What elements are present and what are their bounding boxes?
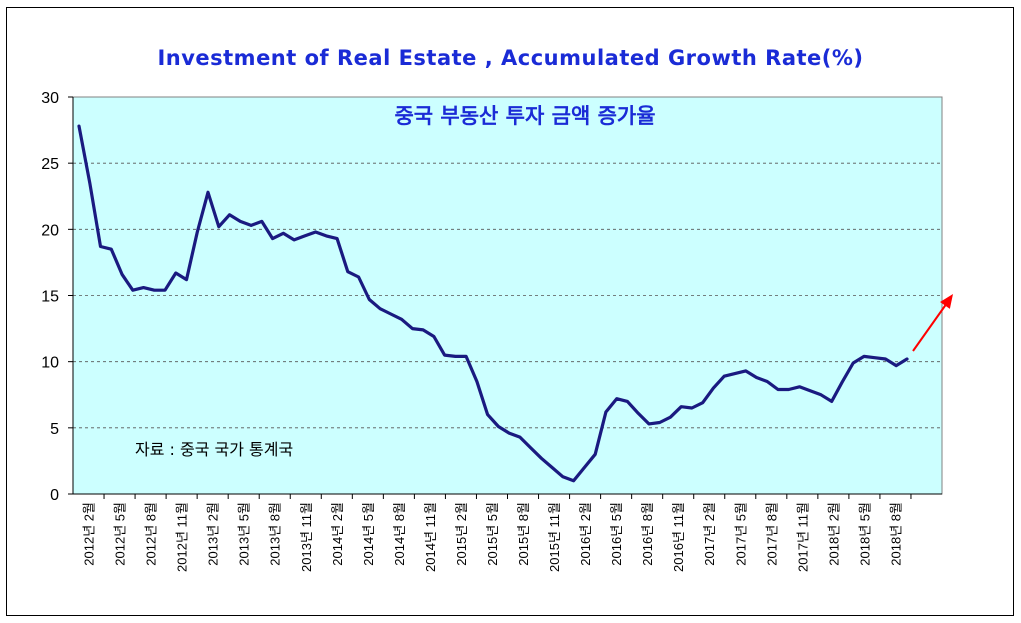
x-tick-label: 2015년 5월 — [485, 502, 500, 566]
y-axis: 0 5 10 15 20 25 30 — [41, 90, 74, 504]
x-tick-label: 2014년 5월 — [361, 502, 376, 566]
trend-arrow — [912, 294, 953, 352]
y-tick-label: 15 — [41, 289, 59, 306]
x-tick-label: 2016년 11월 — [671, 502, 686, 572]
x-tick-label: 2013년 11월 — [299, 502, 314, 572]
x-tick-label: 2012년 11월 — [175, 502, 190, 572]
x-tick-label: 2015년 8월 — [516, 502, 531, 566]
x-tick-label: 2016년 2월 — [578, 502, 593, 566]
x-tick-label: 2013년 2월 — [206, 502, 221, 566]
y-tick-label: 5 — [50, 421, 59, 438]
x-tick-label: 2018년 8월 — [888, 502, 903, 566]
gridlines — [73, 162, 942, 429]
y-tick-label: 25 — [41, 156, 59, 173]
x-tick-label: 2014년 11월 — [423, 502, 438, 572]
x-tick-label: 2016년 5월 — [609, 502, 624, 566]
x-tick-label: 2013년 5월 — [237, 502, 252, 566]
chart-title: Investment of Real Estate , Accumulated … — [157, 46, 864, 70]
inner-title: 중국 부동산 투자 금액 증가율 — [394, 104, 655, 128]
x-tick-label: 2015년 11월 — [547, 502, 562, 572]
arrow-head — [940, 294, 953, 309]
series-line — [77, 124, 909, 483]
x-tick-label: 2017년 2월 — [702, 502, 717, 566]
x-tick-label: 2015년 2월 — [454, 502, 469, 566]
x-tick-label: 2018년 2월 — [826, 502, 841, 566]
series-group — [77, 124, 909, 483]
x-tick-label: 2017년 11월 — [795, 502, 810, 572]
x-tick-label: 2016년 8월 — [640, 502, 655, 566]
y-tick-label: 10 — [41, 355, 59, 372]
x-tick-label: 2012년 5월 — [113, 502, 128, 566]
x-tick-label: 2014년 2월 — [330, 502, 345, 566]
x-axis: 2012년 2월 2012년 5월 2012년 8월 2012년 11월 2013년 2… — [73, 493, 942, 572]
y-tick-label: 20 — [41, 222, 59, 239]
x-tick-label: 2012년 2월 — [82, 502, 97, 566]
y-tick-label: 30 — [41, 90, 59, 107]
x-tick-label: 2017년 8월 — [764, 502, 779, 566]
x-tick-label: 2014년 8월 — [392, 502, 407, 566]
x-tick-label: 2017년 5월 — [733, 502, 748, 566]
arrow-shaft — [912, 302, 948, 352]
source-note: 자료 : 중국 국가 통계국 — [135, 440, 293, 459]
x-tick-label: 2012년 8월 — [144, 502, 159, 566]
x-tick-label: 2018년 5월 — [857, 502, 872, 566]
y-tick-label: 0 — [50, 487, 59, 504]
x-tick-label: 2013년 8월 — [268, 502, 283, 566]
